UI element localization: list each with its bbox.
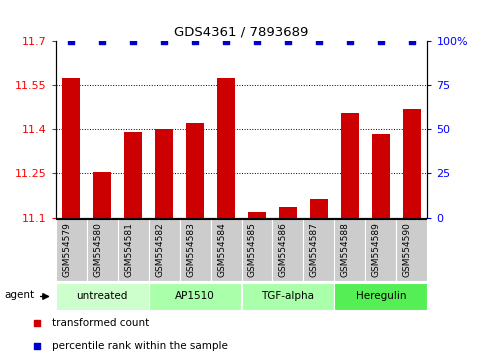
Point: [356, 52, 364, 58]
Point: [160, 38, 168, 44]
Bar: [211, 219, 242, 281]
Point: [253, 38, 261, 44]
Bar: [242, 283, 334, 310]
Text: GSM554589: GSM554589: [372, 223, 381, 278]
Bar: [217, 78, 235, 218]
Bar: [397, 219, 427, 281]
Bar: [62, 78, 80, 218]
Bar: [403, 109, 421, 218]
Bar: [334, 283, 427, 310]
Bar: [310, 199, 328, 218]
Text: GSM554582: GSM554582: [155, 223, 164, 277]
Title: GDS4361 / 7893689: GDS4361 / 7893689: [174, 25, 309, 38]
Bar: [366, 219, 397, 281]
Bar: [334, 219, 366, 281]
Point: [98, 38, 106, 44]
Point: [67, 38, 75, 44]
Bar: [56, 219, 86, 281]
Point: [191, 38, 199, 44]
Text: TGF-alpha: TGF-alpha: [261, 291, 314, 302]
Text: untreated: untreated: [76, 291, 128, 302]
Bar: [93, 172, 112, 218]
Bar: [279, 207, 297, 218]
Text: agent: agent: [4, 290, 35, 300]
Bar: [372, 133, 390, 218]
Point: [408, 38, 416, 44]
Point: [222, 38, 230, 44]
Text: GSM554579: GSM554579: [62, 223, 71, 278]
Text: GSM554586: GSM554586: [279, 223, 288, 278]
Bar: [56, 283, 149, 310]
Bar: [242, 219, 272, 281]
Text: GSM554587: GSM554587: [310, 223, 319, 278]
Text: percentile rank within the sample: percentile rank within the sample: [53, 341, 228, 352]
Text: GSM554580: GSM554580: [93, 223, 102, 278]
Text: GSM554581: GSM554581: [124, 223, 133, 278]
Bar: [272, 219, 303, 281]
Text: Heregulin: Heregulin: [355, 291, 406, 302]
Bar: [186, 123, 204, 218]
Point: [346, 38, 354, 44]
Point: [129, 38, 137, 44]
Point: [356, 261, 364, 266]
Point: [284, 38, 292, 44]
Text: AP1510: AP1510: [175, 291, 215, 302]
Bar: [86, 219, 117, 281]
Text: GSM554588: GSM554588: [341, 223, 350, 278]
Bar: [124, 132, 142, 218]
Text: GSM554590: GSM554590: [403, 223, 412, 278]
Text: transformed count: transformed count: [53, 318, 150, 329]
Bar: [341, 113, 359, 218]
Bar: [180, 219, 211, 281]
Point: [377, 38, 385, 44]
Text: GSM554584: GSM554584: [217, 223, 226, 277]
Bar: [155, 129, 173, 218]
Point: [315, 38, 323, 44]
Text: GSM554585: GSM554585: [248, 223, 257, 278]
Text: GSM554583: GSM554583: [186, 223, 195, 278]
Bar: [303, 219, 334, 281]
Bar: [149, 283, 242, 310]
Bar: [248, 212, 266, 218]
Bar: [117, 219, 149, 281]
Bar: [149, 219, 180, 281]
